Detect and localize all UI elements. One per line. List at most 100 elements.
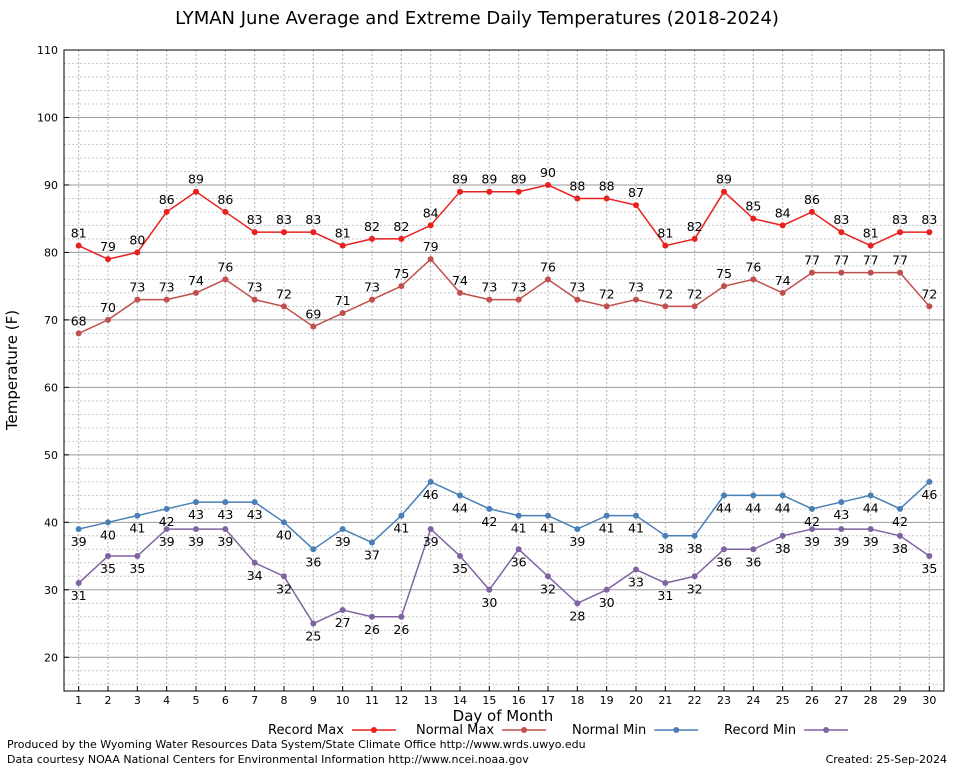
data-point-normal-min — [515, 512, 522, 519]
data-point-record-min — [75, 580, 82, 587]
data-label-normal-max: 72 — [657, 286, 673, 301]
series-line-normal-max — [78, 258, 930, 335]
data-label-record-max: 81 — [71, 226, 87, 241]
data-point-normal-max — [105, 316, 111, 323]
data-label-record-min: 39 — [217, 534, 233, 549]
data-point-record-max — [222, 208, 229, 215]
data-point-normal-max — [281, 303, 287, 310]
data-label-normal-max: 79 — [423, 239, 439, 254]
x-tick-label: 29 — [893, 694, 907, 707]
x-tick-label: 5 — [193, 694, 200, 707]
data-label-normal-min: 38 — [687, 541, 703, 556]
plot-frame — [63, 49, 945, 692]
y-tick-label: 40 — [44, 516, 58, 529]
data-point-record-min — [105, 553, 111, 560]
footer-created: Created: 25-Sep-2024 — [825, 753, 947, 766]
data-point-normal-min — [75, 526, 82, 533]
data-label-normal-max: 75 — [393, 266, 409, 281]
data-point-record-min — [222, 526, 229, 533]
data-label-normal-min: 42 — [892, 514, 908, 529]
data-label-record-min: 25 — [305, 629, 321, 644]
data-label-record-min: 35 — [100, 561, 116, 576]
data-label-normal-min: 39 — [335, 534, 351, 549]
data-label-normal-max: 72 — [687, 286, 703, 301]
data-label-normal-min: 43 — [217, 507, 233, 522]
data-label-normal-max: 73 — [159, 280, 175, 295]
data-point-normal-max — [193, 289, 199, 296]
data-label-record-min: 35 — [452, 561, 468, 576]
data-label-normal-min: 44 — [863, 500, 879, 515]
data-point-record-max — [193, 188, 199, 195]
data-point-record-max — [633, 202, 639, 209]
data-point-record-max — [721, 188, 727, 195]
data-point-normal-min — [662, 532, 669, 539]
y-tick-label: 20 — [44, 651, 58, 664]
data-label-normal-max: 77 — [892, 253, 908, 268]
data-point-record-max — [457, 188, 463, 195]
data-label-normal-min: 40 — [276, 527, 292, 542]
data-point-normal-max — [633, 296, 639, 303]
data-point-normal-max — [427, 256, 434, 263]
data-label-normal-min: 36 — [305, 554, 321, 569]
data-label-normal-min: 38 — [657, 541, 673, 556]
data-point-record-max — [398, 235, 405, 242]
data-point-normal-max — [310, 323, 317, 330]
data-point-record-min — [398, 613, 405, 620]
legend-label-record-min: Record Min — [724, 723, 796, 738]
data-label-normal-min: 44 — [745, 500, 761, 515]
data-point-record-max — [310, 229, 317, 236]
data-point-record-min — [809, 526, 815, 533]
data-label-normal-min: 43 — [247, 507, 263, 522]
data-point-record-min — [574, 600, 581, 607]
data-label-record-min: 39 — [159, 534, 175, 549]
legend-label-normal-max: Normal Max — [416, 723, 494, 738]
data-label-record-min: 39 — [188, 534, 204, 549]
data-label-record-max: 83 — [305, 212, 321, 227]
data-point-record-min — [633, 566, 639, 573]
legend-marker-record-max — [370, 727, 377, 733]
data-label-record-max: 89 — [716, 172, 732, 187]
data-label-normal-min: 44 — [716, 500, 732, 515]
legend-label-record-max: Record Max — [268, 723, 344, 738]
data-label-normal-min: 39 — [569, 534, 585, 549]
data-label-record-max: 82 — [687, 219, 703, 234]
data-point-normal-min — [281, 519, 287, 526]
data-point-record-min — [750, 546, 757, 553]
data-point-normal-max — [163, 296, 170, 303]
data-point-record-max — [926, 229, 933, 236]
data-label-record-max: 83 — [276, 212, 292, 227]
data-point-normal-min — [134, 512, 141, 519]
data-label-record-min: 35 — [129, 561, 145, 576]
data-label-record-max: 81 — [335, 226, 351, 241]
data-point-record-min — [427, 526, 434, 533]
data-point-normal-max — [457, 289, 463, 296]
data-label-record-min: 38 — [892, 541, 908, 556]
y-tick-label: 100 — [37, 111, 58, 124]
x-tick-label: 18 — [570, 694, 584, 707]
x-tick-label: 2 — [105, 694, 112, 707]
data-label-normal-max: 70 — [100, 300, 116, 315]
data-point-record-min — [545, 573, 551, 580]
data-point-normal-max — [545, 276, 551, 283]
data-point-record-max — [281, 229, 287, 236]
data-point-record-min — [691, 573, 698, 580]
data-point-normal-max — [721, 283, 727, 290]
data-label-record-min: 32 — [276, 581, 292, 596]
data-label-normal-max: 74 — [775, 273, 791, 288]
data-label-record-max: 89 — [188, 172, 204, 187]
data-label-normal-min: 40 — [100, 527, 116, 542]
y-tick-label: 50 — [44, 449, 58, 462]
data-point-normal-max — [515, 296, 522, 303]
x-tick-label: 7 — [251, 694, 258, 707]
data-label-record-max: 89 — [511, 172, 527, 187]
data-point-record-min — [486, 586, 493, 593]
data-label-normal-max: 71 — [335, 293, 351, 308]
series-line-record-max — [78, 184, 930, 260]
data-label-normal-max: 73 — [129, 280, 145, 295]
data-label-record-max: 82 — [364, 219, 380, 234]
data-label-normal-max: 74 — [188, 273, 204, 288]
data-point-record-max — [779, 222, 786, 229]
y-tick-label: 30 — [44, 584, 58, 597]
data-point-normal-min — [838, 499, 845, 506]
data-point-normal-min — [779, 492, 786, 499]
